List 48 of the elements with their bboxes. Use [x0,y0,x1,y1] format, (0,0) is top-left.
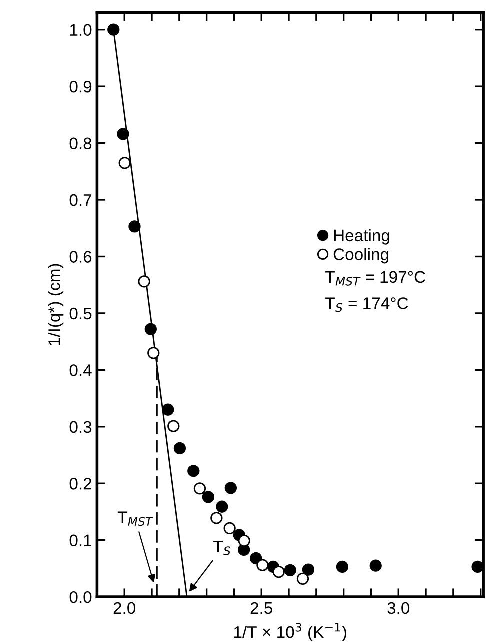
point [117,128,130,140]
y-tick-label: 0.3 [70,421,92,434]
point [472,560,484,574]
annotation: T$_{S}$ = 174°C [326,298,408,312]
y-axis-title: 1/I(q*) (cm) [48,264,64,346]
x-tick-label: 2.5 [250,602,272,614]
point [128,220,141,233]
point [202,491,215,504]
y-tick-label: 0.7 [70,194,92,206]
y-tick-label: 0.0 [70,591,92,604]
y-tick-label: 0.6 [70,251,92,263]
legend-label: Cooling [334,248,388,264]
point [138,276,150,288]
y-tick-label: 0.4 [70,364,92,376]
point [162,404,174,416]
annotation: T$_{S}$ [214,541,231,556]
point [188,465,200,478]
y-tick-label: 0.5 [70,308,92,320]
point [118,157,131,170]
point [174,442,186,455]
point [336,560,349,574]
point [256,559,269,572]
annotation: T$_{MST}$ = 197°C [326,271,426,286]
point [216,500,228,513]
point [284,564,296,576]
point [210,512,223,524]
x-tick-label: 3.0 [388,602,410,614]
point [224,522,236,534]
y-tick-label: 0.8 [70,138,92,150]
point [168,420,180,432]
point [194,482,206,495]
point [224,482,237,494]
y-tick-label: 0.9 [70,80,92,93]
point [108,24,120,36]
x-axis-title: 1/T × 10$^{3}$ (K$^{−1}$) [234,623,346,642]
y-tick-label: 1.0 [70,24,92,36]
x-tick-label: 2.0 [114,602,136,614]
point [144,323,157,336]
point [238,534,250,547]
y-tick-label: 0.2 [70,478,92,490]
point [296,572,310,585]
annotation: T$_{MST}$ [118,512,154,526]
point [370,560,382,572]
legend-label: Heating [334,229,390,245]
point [148,347,160,360]
point [272,566,285,578]
y-tick-label: 0.1 [70,534,92,547]
point [302,564,315,576]
